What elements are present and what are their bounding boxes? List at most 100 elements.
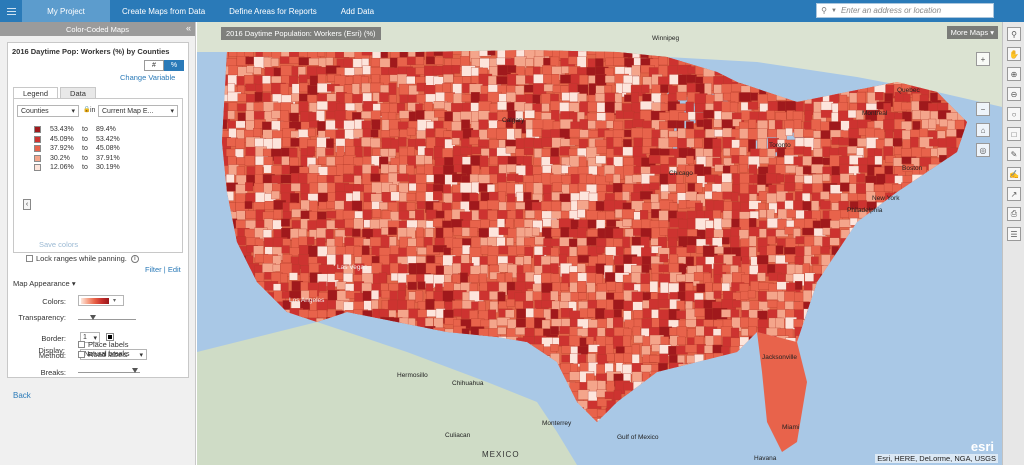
legend-swatch[interactable] (34, 135, 41, 143)
lock-ranges-option[interactable]: Lock ranges while panning. i (26, 254, 139, 263)
more-maps-button[interactable]: More Maps ▾ (946, 26, 998, 39)
share-icon[interactable]: ↗ (1007, 187, 1021, 201)
percent-toggle-button[interactable]: % (164, 60, 184, 71)
geography-select[interactable]: Counties ▾ (17, 105, 79, 117)
map-pin-icon[interactable]: ⚲ (1007, 27, 1021, 41)
legend-swatch[interactable] (34, 126, 41, 134)
chevron-down-icon: ▾ (71, 108, 75, 115)
count-toggle-button[interactable]: # (144, 60, 164, 71)
filter-link[interactable]: Filter (145, 265, 162, 274)
legend-to: to (82, 145, 88, 153)
legend-range-to: 37.91% (96, 154, 120, 162)
map-label: Culiacan (445, 432, 471, 439)
measure-icon[interactable]: ✎ (1007, 147, 1021, 161)
edit-icon[interactable]: ✍ (1007, 167, 1021, 181)
road-labels-option[interactable]: Road labels (78, 350, 128, 359)
chevron-left-icon[interactable]: ‹ (23, 199, 31, 210)
transparency-slider[interactable] (78, 319, 136, 320)
info-icon[interactable]: i (130, 254, 139, 263)
map-label: Jacksonville (762, 354, 798, 361)
legend-to: to (82, 135, 88, 143)
list-icon[interactable]: ☰ (1007, 227, 1021, 241)
chevron-down-icon[interactable]: ▼ (831, 7, 837, 14)
location-pin-icon[interactable]: ⚲ (821, 6, 827, 15)
map-appearance-toggle[interactable]: Map Appearance ▾ (13, 279, 76, 288)
tab-data[interactable]: Data (60, 87, 96, 98)
legend-row: 45.09% to 53.42% (34, 135, 120, 145)
select-icon[interactable]: □ (1007, 127, 1021, 141)
tab-create-maps[interactable]: Create Maps from Data (122, 6, 206, 16)
border-width-value: 1 (83, 334, 87, 341)
search-placeholder: Enter an address or location (840, 6, 942, 15)
save-colors-link[interactable]: Save colors (39, 240, 79, 249)
filter-edit-links: Filter | Edit (145, 265, 181, 274)
breaks-slider-thumb[interactable] (132, 368, 138, 373)
place-labels-option[interactable]: Place labels (78, 340, 128, 349)
map-label: Calgary (502, 117, 525, 124)
change-variable-link[interactable]: Change Variable (120, 73, 176, 82)
zoom-extent-icon[interactable]: ○ (1007, 107, 1021, 121)
map-label: Chihuahua (452, 380, 484, 387)
legend-box: Counties ▾ 🔒 in Current Map E... ▾ ‹ 53.… (13, 98, 183, 263)
transparency-slider-thumb[interactable] (90, 315, 96, 320)
panel-tabs: Legend Data (13, 87, 98, 98)
color-ramp-swatch (81, 297, 109, 304)
extent-select[interactable]: Current Map E... ▾ (98, 105, 178, 117)
caret-down-icon: ▾ (988, 28, 994, 37)
legend-range-from: 37.92% (50, 145, 74, 153)
tab-define-areas[interactable]: Define Areas for Reports (229, 6, 317, 16)
home-icon[interactable]: ⌂ (976, 123, 990, 137)
map-label: MEXICO (482, 450, 520, 459)
hand-pan-icon[interactable]: ✋ (1007, 47, 1021, 61)
map-label: Toronto (769, 142, 791, 149)
road-labels-checkbox[interactable] (78, 351, 85, 358)
lock-icon[interactable]: 🔒 (83, 107, 91, 113)
border-width-select[interactable]: 1 ▾ (80, 332, 100, 343)
tab-legend[interactable]: Legend (13, 87, 59, 98)
collapse-icon[interactable]: « (185, 23, 191, 33)
color-ramp-select[interactable]: ▾ (78, 295, 124, 306)
search-input[interactable]: ⚲ ▼ Enter an address or location (816, 3, 994, 18)
sidebar-header: Color-Coded Maps « (0, 22, 195, 36)
in-label: in (90, 107, 96, 114)
chevron-down-icon: ▾ (113, 298, 117, 304)
legend-range-to: 30.19% (96, 164, 120, 172)
tab-add-data[interactable]: Add Data (340, 6, 375, 16)
legend-range-to: 89.4% (96, 126, 116, 134)
separator: | (163, 265, 166, 274)
map-canvas (197, 22, 1024, 465)
back-link[interactable]: Back (13, 391, 31, 400)
print-icon[interactable]: ⎙ (1007, 207, 1021, 221)
legend-range-from: 30.2% (50, 154, 70, 162)
zoom-in-button[interactable]: + (976, 52, 990, 66)
legend-swatch[interactable] (34, 145, 41, 153)
lock-ranges-checkbox[interactable] (26, 255, 33, 262)
map-settings-panel: 2016 Daytime Pop: Workers (%) by Countie… (7, 42, 189, 378)
zoom-out-button[interactable]: − (976, 102, 990, 116)
more-maps-label: More Maps (950, 28, 989, 37)
legend-swatch[interactable] (34, 164, 41, 172)
lock-ranges-label: Lock ranges while panning. (36, 254, 127, 263)
map-label: Quebec (897, 87, 920, 94)
menu-icon[interactable] (0, 0, 22, 22)
tab-my-project[interactable]: My Project (22, 0, 110, 22)
border-color-swatch[interactable] (106, 333, 114, 341)
edit-link[interactable]: Edit (167, 265, 181, 274)
border-label: Border: (41, 334, 66, 343)
breaks-slider[interactable] (78, 372, 140, 373)
map-view[interactable]: 2016 Daytime Population: Workers (Esri) … (197, 22, 1024, 465)
sidebar: Color-Coded Maps « 2016 Daytime Pop: Wor… (0, 22, 196, 465)
zoom-in-icon[interactable]: ⊕ (1007, 67, 1021, 81)
locate-icon[interactable]: ◎ (976, 143, 990, 157)
map-label: Gulf of Mexico (617, 434, 659, 441)
method-label: Method: (38, 351, 66, 360)
place-labels-checkbox[interactable] (78, 341, 85, 348)
zoom-out-icon[interactable]: ⊖ (1007, 87, 1021, 101)
chevron-down-icon: ▾ (93, 334, 97, 342)
chevron-down-icon: ▾ (170, 108, 174, 115)
chevron-down-icon: ▾ (139, 351, 143, 359)
legend-swatch[interactable] (34, 154, 41, 162)
map-label: Philadelphia (847, 207, 883, 214)
florida-land (757, 332, 807, 452)
geography-select-value: Counties (21, 107, 49, 115)
